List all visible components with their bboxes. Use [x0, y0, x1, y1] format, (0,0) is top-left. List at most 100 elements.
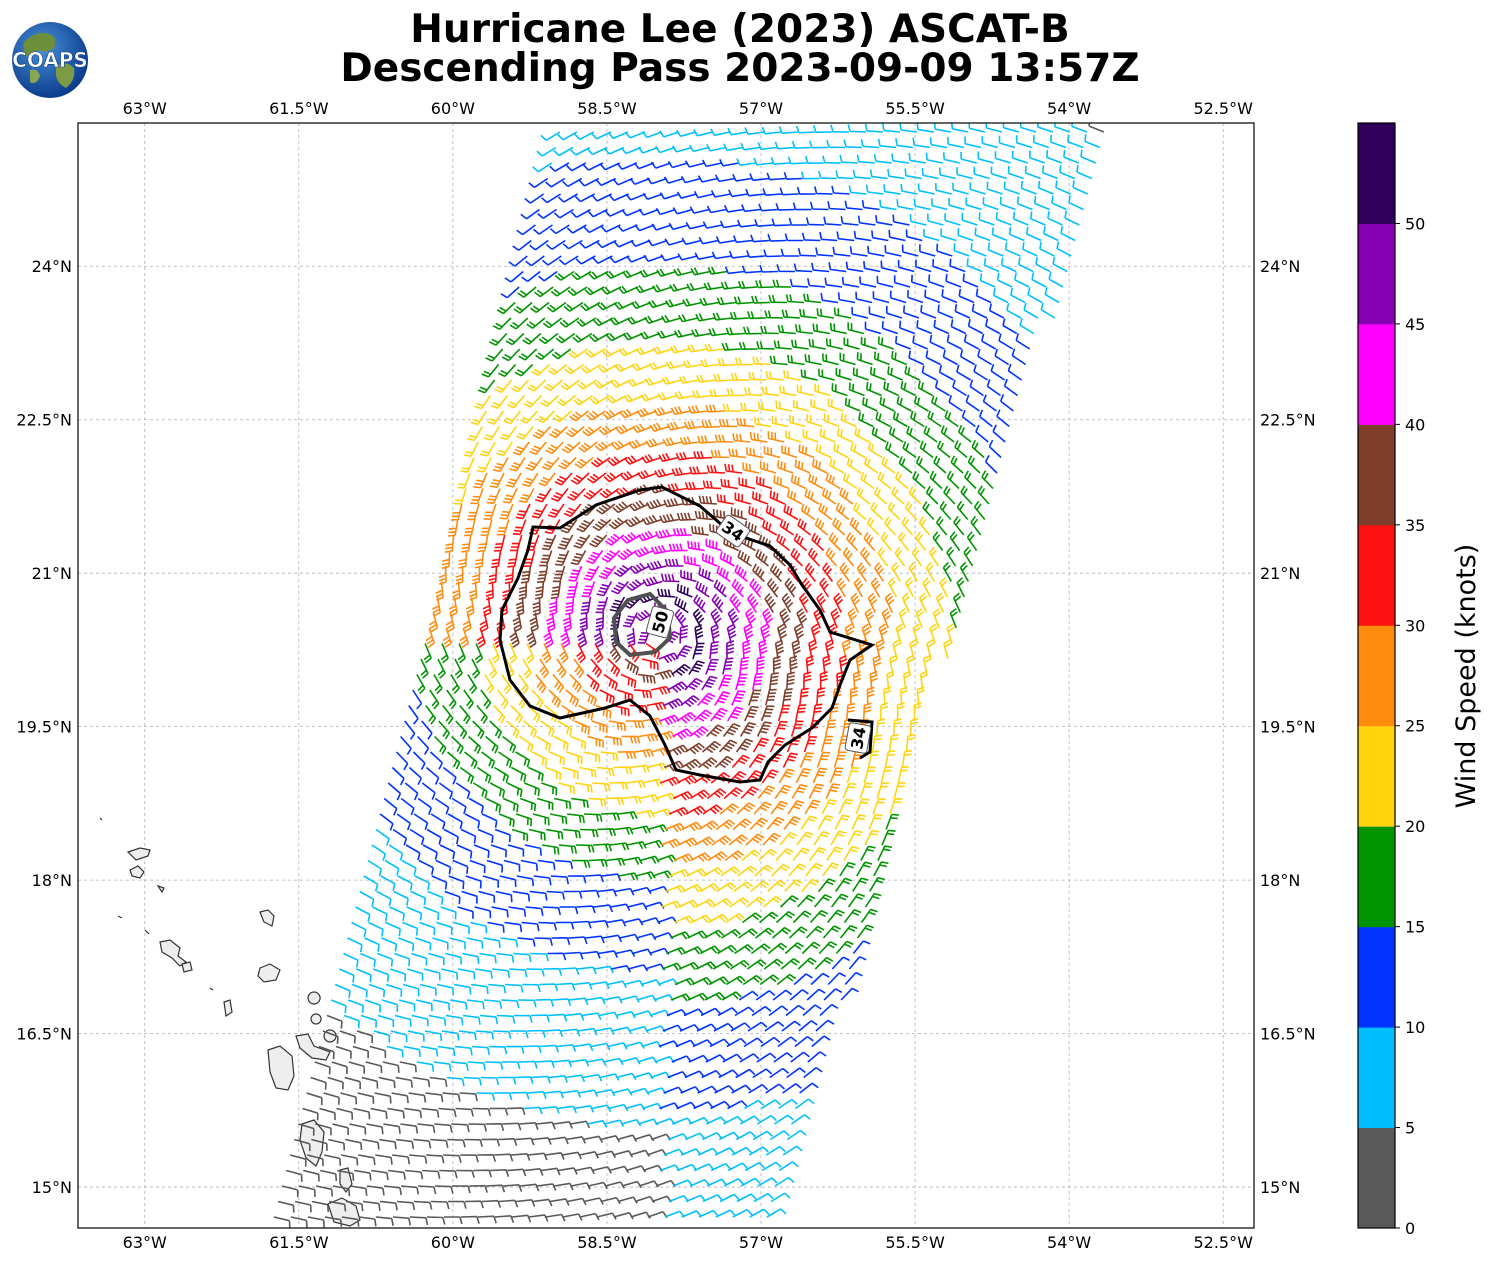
- wind-barb: [442, 1092, 461, 1102]
- wind-barb: [335, 1045, 352, 1059]
- wind-barb: [942, 349, 958, 366]
- wind-barb: [988, 303, 1005, 319]
- wind-barb: [381, 999, 399, 1013]
- wind-barb: [885, 441, 900, 459]
- wind-barb: [949, 258, 966, 273]
- wind-barb: [285, 1169, 303, 1182]
- wind-barb: [776, 623, 788, 644]
- wind-barb: [425, 627, 435, 648]
- wind-barb: [528, 177, 549, 189]
- wind-barb: [996, 409, 1010, 428]
- wind-barb: [666, 421, 687, 431]
- wind-barb: [804, 155, 824, 164]
- wind-barb: [710, 1162, 731, 1172]
- wind-barb: [724, 463, 743, 474]
- wind-barb: [390, 1030, 408, 1043]
- wind-barb: [915, 455, 930, 474]
- wind-barb: [946, 623, 955, 644]
- wind-barb: [451, 797, 467, 815]
- wind-barb: [677, 837, 698, 848]
- wind-barb: [379, 813, 394, 831]
- wind-barb: [553, 1121, 573, 1129]
- wind-barb: [345, 1138, 363, 1151]
- wind-barb: [514, 1076, 534, 1085]
- wind-barb: [435, 1185, 454, 1194]
- wind-barb: [1003, 181, 1020, 195]
- wind-barb: [822, 655, 831, 675]
- wind-barb: [642, 576, 663, 587]
- wind-barb: [849, 246, 868, 257]
- wind-barb: [667, 681, 688, 693]
- wind-barb: [660, 776, 681, 787]
- wind-barb: [512, 239, 532, 251]
- wind-barb: [964, 470, 977, 490]
- lat-tick-label: 16.5°N: [1260, 1025, 1316, 1044]
- wind-barb: [745, 447, 764, 459]
- wind-barb: [416, 1061, 435, 1072]
- wind-barb: [871, 230, 889, 242]
- wind-barb: [864, 321, 882, 335]
- wind-barb: [392, 1154, 411, 1165]
- wind-barb: [892, 214, 910, 226]
- wind-barb: [550, 488, 569, 502]
- colorbar-tick-label: 20: [1405, 817, 1425, 836]
- wind-barb: [940, 425, 955, 443]
- wind-barb: [688, 660, 705, 675]
- wind-barb: [580, 301, 601, 312]
- wind-barb: [678, 375, 699, 384]
- wind-barb: [723, 143, 744, 152]
- wind-barb: [676, 583, 693, 598]
- wind-barb: [881, 608, 892, 629]
- wind-barb: [654, 468, 675, 478]
- wind-barb: [770, 1192, 791, 1203]
- wind-barb: [637, 469, 658, 480]
- wind-barb: [660, 573, 680, 583]
- wind-barb: [508, 906, 527, 917]
- wind-barb: [550, 875, 570, 885]
- wind-barb: [518, 674, 529, 694]
- wind-barb: [703, 282, 724, 291]
- wind-barb: [576, 905, 596, 914]
- wind-barb: [779, 831, 798, 846]
- wind-barb: [637, 146, 659, 154]
- wind-barb: [481, 751, 496, 769]
- wind-barb: [953, 516, 965, 536]
- wind-barb: [932, 531, 944, 551]
- wind-barb: [909, 639, 918, 660]
- wind-barb: [512, 519, 527, 536]
- wind-barb: [474, 643, 484, 664]
- wind-barb: [441, 968, 459, 980]
- wind-barb: [723, 1115, 744, 1125]
- wind-barb: [541, 844, 560, 855]
- wind-barb: [574, 193, 595, 203]
- wind-barb: [780, 895, 799, 908]
- wind-barb: [870, 501, 884, 521]
- wind-barb: [763, 446, 781, 459]
- wind-barb: [425, 1092, 444, 1103]
- wind-barb: [589, 534, 608, 548]
- wind-barb: [645, 499, 667, 510]
- wind-barb: [448, 596, 458, 617]
- wind-barb: [852, 502, 867, 521]
- wind-barb: [836, 577, 847, 598]
- wind-barb: [843, 139, 862, 149]
- wind-barb: [447, 1200, 467, 1209]
- wind-barb: [567, 875, 587, 884]
- wind-barb: [762, 188, 782, 196]
- wind-barb: [773, 1114, 794, 1125]
- wind-barb: [808, 639, 818, 660]
- wind-barb: [726, 1037, 747, 1048]
- wind-barb: [624, 1041, 645, 1049]
- wind-barb: [379, 1200, 398, 1211]
- wind-barb: [792, 399, 810, 412]
- lon-tick-label: 61.5°W: [269, 99, 329, 118]
- wind-barb: [390, 968, 407, 982]
- wind-barb: [587, 735, 604, 748]
- wind-barb: [535, 1060, 555, 1068]
- wind-barb: [1019, 123, 1037, 133]
- wind-barb: [742, 639, 751, 660]
- wind-barb: [859, 276, 877, 288]
- wind-barb: [1022, 241, 1038, 257]
- wind-barb: [873, 153, 892, 164]
- lat-tick-label: 16.5°N: [16, 1025, 72, 1044]
